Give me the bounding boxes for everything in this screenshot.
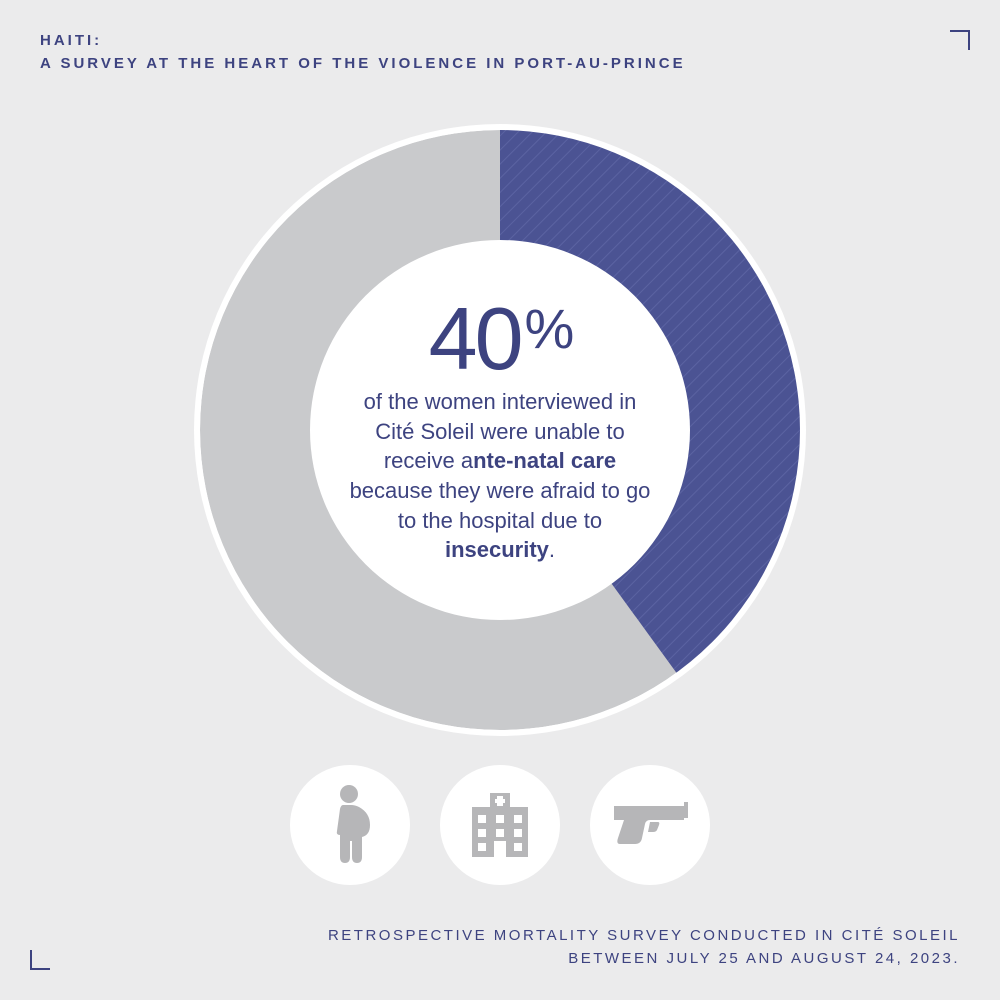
corner-decoration-tr [950, 30, 970, 50]
footer-line2: BETWEEN JULY 25 AND AUGUST 24, 2023. [328, 948, 960, 971]
gun-icon [590, 765, 710, 885]
donut-center-text: 40% of the women interviewed in Cité Sol… [345, 295, 655, 565]
header-line2: A SURVEY AT THE HEART OF THE VIOLENCE IN… [40, 53, 686, 76]
page-footer: RETROSPECTIVE MORTALITY SURVEY CONDUCTED… [328, 925, 960, 970]
stat-description: of the women interviewed in Cité Soleil … [345, 387, 655, 565]
footer-line1: RETROSPECTIVE MORTALITY SURVEY CONDUCTED… [328, 925, 960, 948]
stat-number: 40 [429, 289, 521, 388]
icon-row [290, 765, 710, 885]
pregnant-woman-icon [290, 765, 410, 885]
header-line1: HAITI: [40, 30, 686, 53]
stat-percent-sign: % [525, 297, 572, 360]
page-header: HAITI: A SURVEY AT THE HEART OF THE VIOL… [40, 30, 686, 75]
donut-chart: 40% of the women interviewed in Cité Sol… [190, 120, 810, 740]
hospital-icon [440, 765, 560, 885]
stat-percentage: 40% [345, 295, 655, 383]
corner-decoration-bl [30, 950, 50, 970]
